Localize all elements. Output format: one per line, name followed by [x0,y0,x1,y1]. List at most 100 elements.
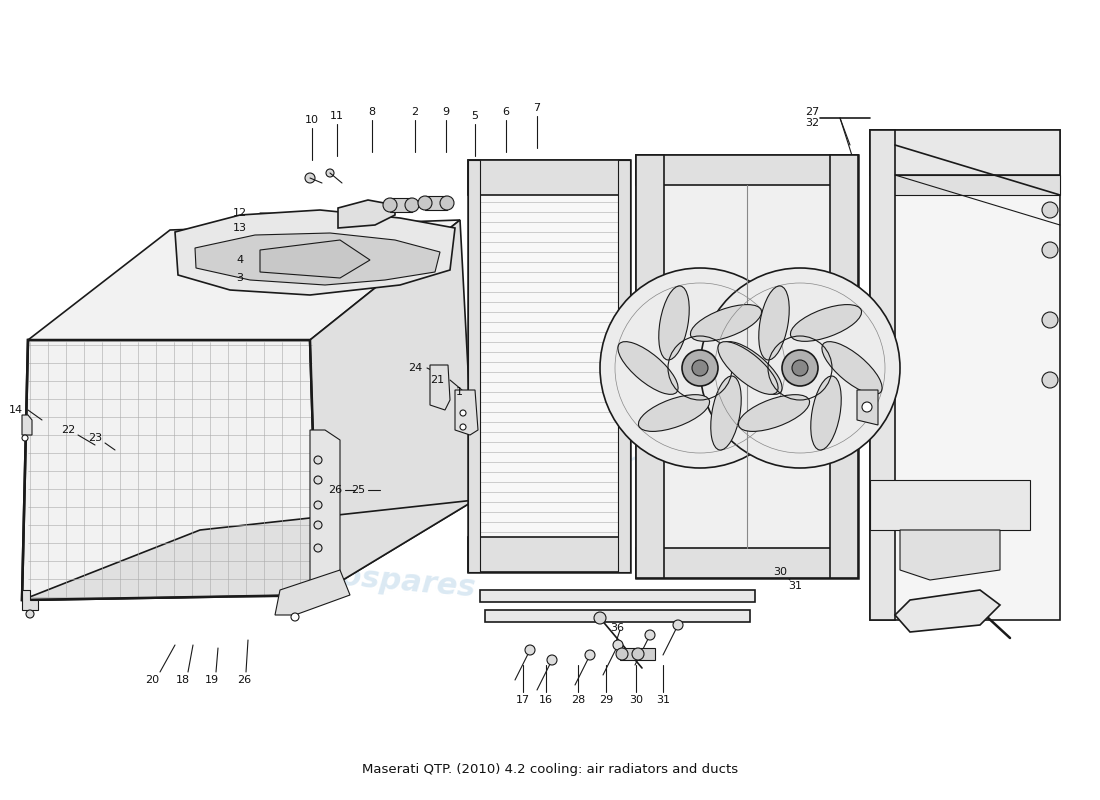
Text: 14: 14 [9,405,23,415]
Text: 2: 2 [411,107,419,117]
Circle shape [1042,202,1058,218]
Text: 20: 20 [145,675,160,685]
Text: 12: 12 [233,208,248,218]
Polygon shape [895,590,1000,632]
Circle shape [314,456,322,464]
Circle shape [862,402,872,412]
Polygon shape [175,210,455,295]
Circle shape [673,620,683,630]
Text: 8: 8 [368,107,375,117]
Circle shape [405,198,419,212]
Polygon shape [310,220,475,595]
Text: 3: 3 [236,273,243,283]
Ellipse shape [738,394,810,431]
Circle shape [314,544,322,552]
Text: 22: 22 [60,425,75,435]
Polygon shape [857,390,878,425]
Polygon shape [28,220,460,340]
Text: 23: 23 [88,433,102,443]
Circle shape [314,501,322,509]
Ellipse shape [791,305,861,342]
Polygon shape [195,233,440,285]
Text: 16: 16 [539,695,553,705]
Circle shape [314,521,322,529]
Ellipse shape [718,342,778,394]
Polygon shape [870,480,1030,530]
Circle shape [547,655,557,665]
Text: 13: 13 [233,223,248,233]
Bar [870,130,1060,175]
Bar [636,548,858,578]
Ellipse shape [722,342,782,394]
Bar [830,155,858,578]
Text: 30: 30 [629,695,644,705]
Circle shape [1042,312,1058,328]
Polygon shape [338,200,395,228]
Circle shape [600,268,800,468]
Text: 11: 11 [330,111,344,121]
Circle shape [613,640,623,650]
Polygon shape [22,500,475,600]
Circle shape [792,360,808,376]
Circle shape [682,350,718,386]
Circle shape [525,645,535,655]
Circle shape [26,610,34,618]
Bar [480,590,755,602]
Bar [468,160,630,572]
Text: 21: 21 [430,375,444,385]
Circle shape [1042,242,1058,258]
Text: 29: 29 [598,695,613,705]
Ellipse shape [711,376,741,450]
Bar [468,537,630,572]
Polygon shape [455,390,478,435]
Text: eurospares: eurospares [283,557,477,603]
Circle shape [616,648,628,660]
Text: 26: 26 [328,485,342,495]
Text: 10: 10 [305,115,319,125]
Text: 9: 9 [442,107,450,117]
Bar [870,130,895,620]
Text: 28: 28 [571,695,585,705]
Circle shape [700,268,900,468]
Circle shape [594,612,606,624]
Text: 32: 32 [805,118,820,128]
Text: 6: 6 [503,107,509,117]
Text: 24: 24 [408,363,422,373]
Bar [620,648,654,660]
Text: 18: 18 [176,675,190,685]
Text: 25: 25 [351,485,365,495]
Polygon shape [275,570,350,615]
Polygon shape [430,365,450,410]
Polygon shape [22,415,32,435]
Bar [468,160,630,195]
Circle shape [440,196,454,210]
Text: eurospares: eurospares [123,327,317,373]
Text: 4: 4 [236,255,243,265]
Ellipse shape [618,342,678,394]
Circle shape [22,435,28,441]
Circle shape [383,198,397,212]
Circle shape [292,613,299,621]
Circle shape [632,648,644,660]
Circle shape [692,360,708,376]
Circle shape [460,410,466,416]
Circle shape [305,173,315,183]
Ellipse shape [691,305,761,342]
Polygon shape [900,530,1000,580]
Bar [618,160,630,572]
Bar [636,155,858,185]
Text: 17: 17 [516,695,530,705]
Circle shape [782,350,818,386]
Text: 5: 5 [472,111,478,121]
Circle shape [645,630,654,640]
Text: 31: 31 [656,695,670,705]
Circle shape [314,476,322,484]
Polygon shape [870,130,1060,620]
Text: 26: 26 [236,675,251,685]
Ellipse shape [759,286,789,360]
Text: eurospares: eurospares [483,437,678,483]
Bar [485,610,750,622]
Text: 30: 30 [773,567,786,577]
Bar [468,160,480,572]
Polygon shape [310,430,340,590]
